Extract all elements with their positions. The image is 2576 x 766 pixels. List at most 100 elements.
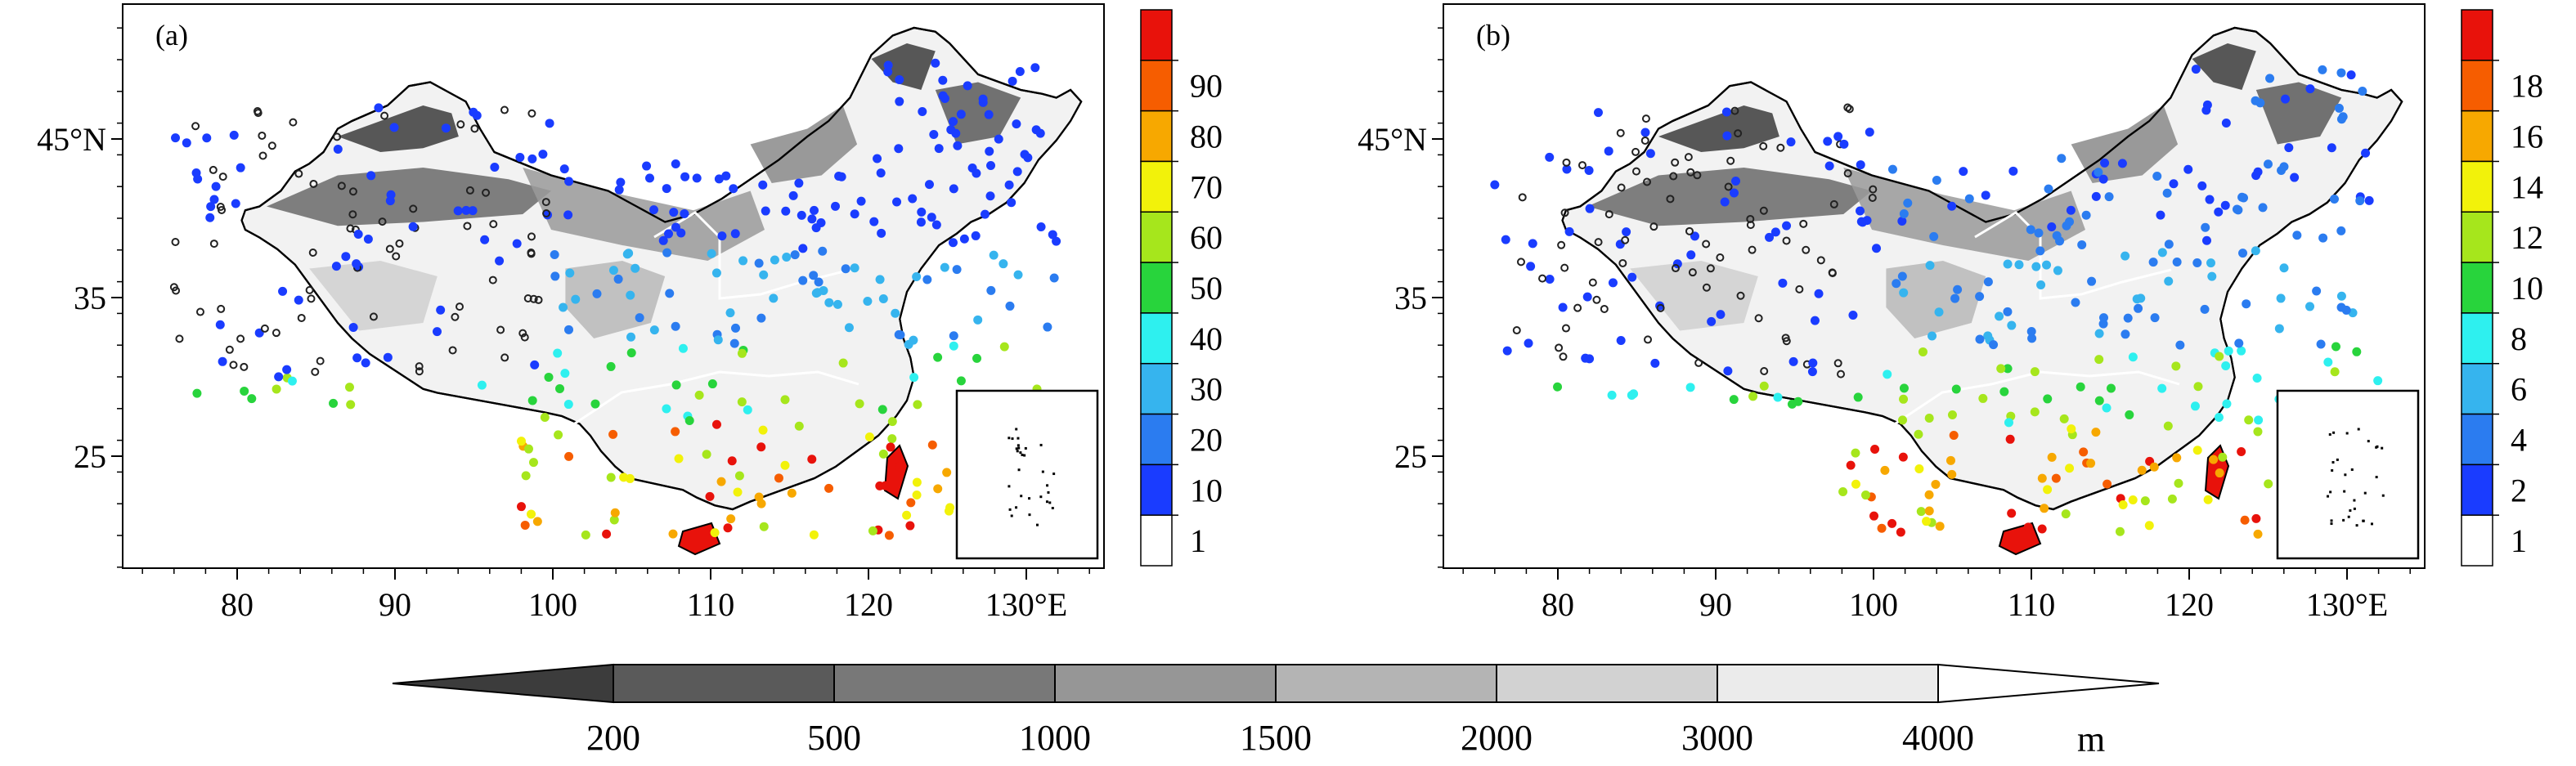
station-marker: [934, 144, 944, 154]
inset-island: [2347, 515, 2350, 518]
terrain-patch: [2192, 43, 2256, 91]
station-marker-empty: [346, 224, 355, 233]
station-marker: [2336, 291, 2346, 301]
station-marker: [1914, 429, 1923, 439]
station-marker-empty: [1802, 245, 1811, 254]
yangtze-river-line: [572, 370, 859, 427]
station-marker: [892, 197, 902, 207]
station-marker: [2183, 164, 2193, 174]
station-marker-empty: [470, 124, 479, 133]
station-marker: [2094, 355, 2104, 365]
station-marker-empty: [1684, 153, 1693, 162]
station-marker: [1564, 226, 1574, 236]
station-marker: [1916, 507, 1926, 517]
station-marker: [824, 298, 834, 307]
station-marker: [669, 208, 679, 217]
inset-island: [1017, 446, 1021, 450]
station-marker: [734, 471, 744, 481]
colorbar-tick-label: 80: [1190, 119, 1223, 155]
station-marker: [2128, 352, 2138, 362]
station-marker-empty: [294, 169, 303, 178]
station-marker: [1052, 236, 1061, 246]
station-marker: [2191, 65, 2201, 74]
inset-island: [1015, 506, 1018, 509]
station-marker: [206, 202, 216, 212]
legend-tick-label: 2000: [1461, 718, 1533, 758]
station-marker: [1833, 132, 1843, 141]
station-marker: [895, 75, 904, 85]
station-marker: [1013, 270, 1023, 280]
station-marker: [2003, 364, 2013, 374]
inset-island: [1021, 453, 1024, 456]
station-marker: [1672, 259, 1682, 269]
station-marker: [294, 295, 303, 305]
station-marker: [705, 491, 715, 501]
station-marker: [2224, 346, 2233, 356]
station-marker: [2214, 413, 2224, 423]
colorbar-tick-label: 1: [2511, 522, 2527, 559]
station-marker: [949, 184, 958, 194]
inset-island: [1016, 437, 1020, 440]
colorbar-segment: [2461, 60, 2493, 112]
station-marker-empty: [482, 188, 491, 197]
china-map: [240, 26, 1083, 511]
station-marker: [2316, 339, 2326, 349]
station-marker: [707, 249, 716, 258]
station-marker-empty: [1641, 114, 1650, 123]
station-marker: [694, 390, 704, 400]
station-marker: [2192, 258, 2202, 267]
station-marker: [2167, 494, 2177, 504]
station-marker: [609, 515, 619, 525]
inset-island: [2355, 524, 2358, 527]
x-tick-label: 130°E: [985, 586, 1067, 623]
station-marker: [1898, 452, 1908, 462]
station-marker: [2128, 495, 2138, 504]
station-marker: [912, 490, 922, 499]
station-marker: [1604, 146, 1613, 156]
station-marker: [515, 152, 525, 162]
station-marker: [794, 421, 804, 431]
station-marker: [2106, 383, 2116, 393]
station-marker-empty: [518, 329, 527, 338]
station-marker: [837, 172, 846, 181]
station-marker: [554, 430, 563, 440]
station-marker: [671, 159, 680, 169]
station-marker: [559, 164, 569, 174]
legend-unit: m: [2077, 719, 2105, 759]
station-marker: [2100, 158, 2110, 168]
station-marker: [344, 383, 354, 392]
station-marker: [774, 473, 783, 483]
station-marker: [2221, 118, 2231, 128]
x-tick-label: 80: [1542, 586, 1574, 623]
x-tick-label: 110: [2008, 586, 2056, 623]
station-marker: [1585, 354, 1595, 364]
station-marker: [2193, 382, 2203, 392]
terrain-patch: [2071, 105, 2179, 184]
station-marker: [1765, 232, 1775, 242]
station-marker: [1928, 331, 1937, 341]
colorbar-segment: [2461, 262, 2493, 314]
station-marker-empty: [267, 141, 276, 150]
station-marker: [2144, 521, 2154, 531]
x-tick-label: 100: [528, 586, 577, 623]
station-marker: [680, 208, 689, 218]
station-marker: [2077, 240, 2087, 249]
station-marker: [1729, 395, 1739, 405]
station-marker-empty: [1759, 141, 1768, 150]
station-marker: [2007, 320, 2017, 330]
station-marker-empty: [451, 312, 460, 321]
station-marker-empty: [1671, 158, 1680, 167]
station-marker: [2237, 447, 2246, 457]
station-marker: [1629, 389, 1639, 399]
station-marker: [717, 231, 727, 241]
station-marker: [571, 294, 581, 304]
station-marker: [1502, 346, 1512, 356]
legend-tick-label: 4000: [1902, 718, 1974, 758]
station-marker: [2094, 168, 2103, 177]
station-marker-empty: [217, 304, 226, 313]
terrain-patch: [309, 261, 438, 331]
station-marker: [2007, 508, 2017, 518]
station-marker: [710, 528, 720, 538]
station-marker: [2040, 504, 2049, 513]
station-marker: [606, 361, 616, 371]
